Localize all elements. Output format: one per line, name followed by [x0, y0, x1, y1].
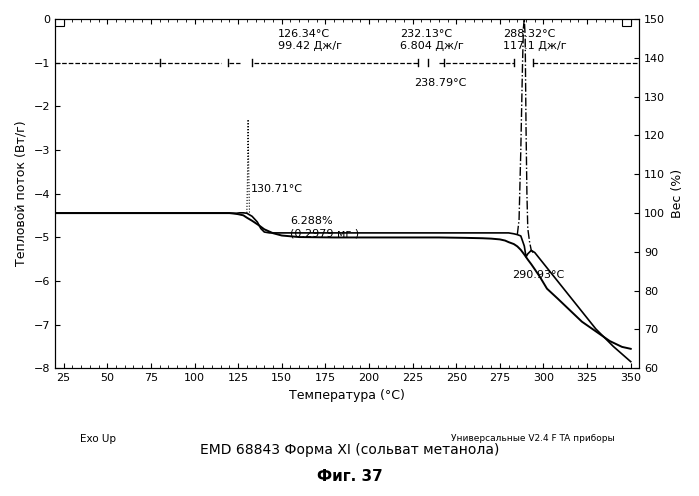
- Text: Фиг. 37: Фиг. 37: [317, 469, 382, 484]
- Text: 130.71°C: 130.71°C: [250, 184, 303, 194]
- X-axis label: Температура (°C): Температура (°C): [289, 389, 405, 402]
- Text: 126.34°C
99.42 Дж/г: 126.34°C 99.42 Дж/г: [278, 29, 343, 51]
- Text: Универсальные V2.4 F TA приборы: Универсальные V2.4 F TA приборы: [452, 434, 615, 443]
- Text: 238.79°C: 238.79°C: [415, 78, 467, 88]
- Text: 288.32°C
117.1 Дж/г: 288.32°C 117.1 Дж/г: [503, 29, 567, 51]
- Y-axis label: Тепловой поток (Вт/г): Тепловой поток (Вт/г): [15, 121, 28, 266]
- Text: Exo Up: Exo Up: [80, 434, 117, 444]
- Text: EMD 68843 Форма XI (сольват метанола): EMD 68843 Форма XI (сольват метанола): [200, 443, 499, 457]
- Text: 232.13°C
6.804 Дж/г: 232.13°C 6.804 Дж/г: [401, 29, 464, 51]
- Bar: [55, 19, 64, 26]
- Y-axis label: Вес (%): Вес (%): [671, 169, 684, 218]
- Text: 6.288%
(0.2979 мг ): 6.288% (0.2979 мг ): [291, 216, 359, 239]
- Bar: [622, 19, 630, 26]
- Text: 290.93°C: 290.93°C: [512, 270, 564, 280]
